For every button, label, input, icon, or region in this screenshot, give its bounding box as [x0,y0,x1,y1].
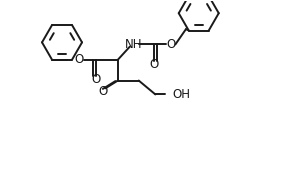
Text: O: O [98,85,107,98]
Text: O: O [149,58,159,71]
Text: O: O [91,73,100,86]
Text: OH: OH [172,88,190,101]
Text: O: O [166,38,175,51]
Text: NH: NH [124,38,142,51]
Text: O: O [74,53,84,66]
